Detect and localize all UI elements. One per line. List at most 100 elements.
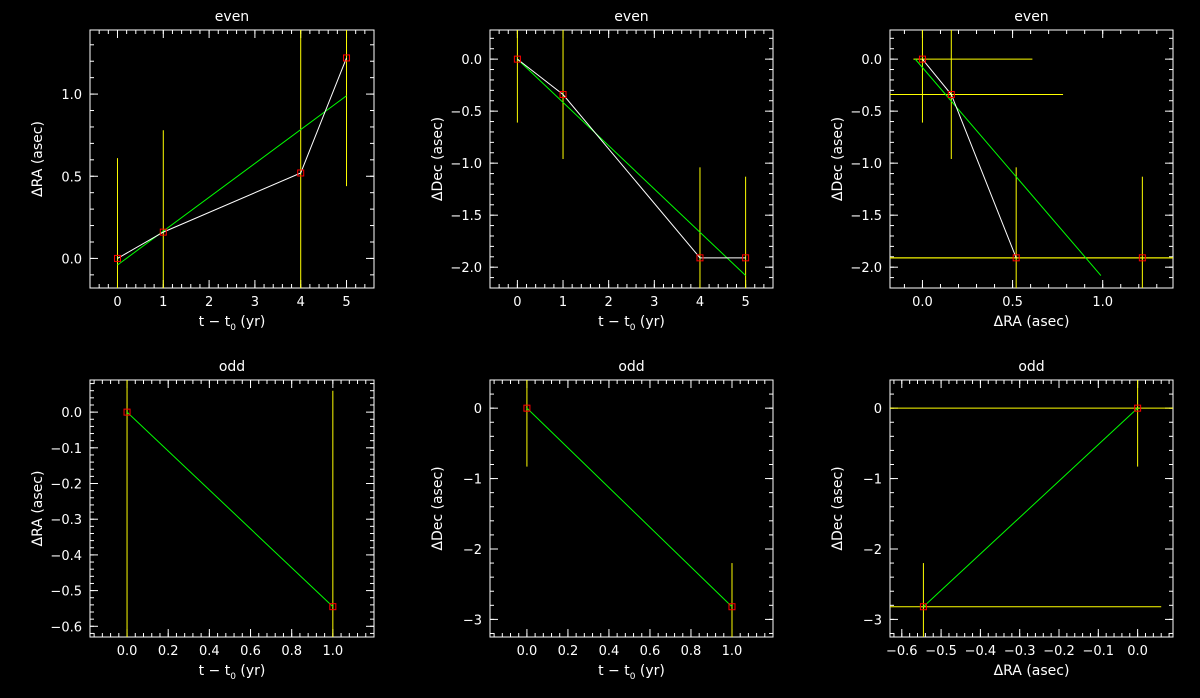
- y-tick-label: −0.2: [50, 478, 82, 493]
- x-tick-label: −0.1: [1083, 644, 1115, 659]
- y-tick-label: 0.0: [461, 53, 482, 68]
- data-point-marker: [1138, 254, 1146, 262]
- y-tick-label: −0.1: [50, 442, 82, 457]
- x-tick-label: 2: [605, 295, 613, 310]
- x-axis-label-subscript: 0: [630, 323, 636, 333]
- x-tick-label: 0.2: [158, 644, 179, 659]
- x-tick-label: 3: [251, 295, 259, 310]
- x-axis-label-main: ΔRA (asec): [994, 663, 1070, 679]
- data-point-marker: [297, 169, 305, 177]
- data-point-marker: [947, 91, 955, 98]
- x-axis-label: t − t0 (yr): [199, 314, 266, 333]
- x-tick-label: 1.0: [1092, 295, 1113, 310]
- data-point-marker: [523, 404, 531, 412]
- y-axis-label: ΔDec (asec): [830, 466, 846, 550]
- y-tick-label: −1.5: [850, 209, 882, 224]
- y-tick-label: −2: [863, 543, 882, 558]
- y-tick-label: 1.0: [61, 88, 82, 103]
- fit-line: [126, 411, 334, 608]
- fit-line: [914, 58, 1102, 276]
- observed-line: [922, 58, 1017, 259]
- data-point-marker: [728, 603, 736, 611]
- y-tick-label: −0.6: [50, 620, 82, 635]
- x-axis-label: t − t0 (yr): [598, 314, 665, 333]
- x-tick-label: −0.5: [925, 644, 957, 659]
- data-point-marker: [559, 91, 567, 98]
- x-tick-label: 4: [297, 295, 305, 310]
- data-point-marker: [696, 254, 704, 262]
- axes-frame: [889, 29, 1174, 289]
- y-tick-label: −2.0: [450, 261, 482, 276]
- y-tick-label: −0.5: [50, 585, 82, 600]
- data-point-marker: [1134, 404, 1142, 412]
- plot-area: [890, 30, 1173, 288]
- panel-title: even: [215, 9, 249, 25]
- x-tick-label: 1: [159, 295, 167, 310]
- x-axis-label-main: ΔRA (asec): [994, 314, 1070, 330]
- x-axis-label-unit: (yr): [635, 314, 664, 330]
- fit-line: [923, 407, 1138, 608]
- panel-title: even: [1014, 9, 1048, 25]
- x-axis-label-subscript: 0: [630, 672, 636, 682]
- x-tick-label: 0.6: [240, 644, 261, 659]
- y-tick-label: 0.0: [861, 53, 882, 68]
- x-tick-label: 0.4: [599, 644, 620, 659]
- x-tick-label: 1: [559, 295, 567, 310]
- x-tick-label: 0.8: [281, 644, 302, 659]
- x-tick-label: 0.0: [117, 644, 138, 659]
- x-tick-label: 0.0: [1127, 644, 1148, 659]
- y-tick-label: −1: [463, 473, 482, 488]
- data-point-marker: [513, 55, 521, 63]
- x-tick-label: 0.5: [1002, 295, 1023, 310]
- x-tick-label: −0.2: [1043, 644, 1075, 659]
- x-tick-label: 5: [741, 295, 749, 310]
- data-point-marker: [918, 55, 926, 63]
- x-tick-label: 0: [513, 295, 521, 310]
- panel-title: odd: [618, 359, 644, 375]
- data-point-marker: [919, 603, 927, 611]
- y-tick-label: −0.3: [50, 513, 82, 528]
- y-tick-label: −3: [863, 613, 882, 628]
- panel-4: 0.0 0.2 0.4 0.6 0.8 1.0 0.0 −0.1 −0.2 −0.3 −0.4 −0.…: [30, 359, 375, 682]
- panel-title: odd: [219, 359, 245, 375]
- y-axis-label: ΔDec (asec): [830, 117, 846, 201]
- y-tick-label: 0.0: [61, 252, 82, 267]
- fit-line: [526, 407, 733, 608]
- plot-area: [113, 30, 351, 288]
- data-point-marker: [113, 254, 121, 262]
- x-axis-label-main: t − t: [199, 663, 231, 679]
- x-axis-label-main: t − t: [598, 663, 630, 679]
- plot-area: [513, 30, 750, 288]
- data-point-marker: [742, 254, 750, 262]
- x-tick-label: 3: [650, 295, 658, 310]
- axes-frame: [89, 379, 375, 638]
- x-axis-label-main: t − t: [199, 314, 231, 330]
- axes-frame: [489, 29, 774, 289]
- axes-frame: [889, 379, 1174, 638]
- y-tick-label: 0.5: [61, 170, 82, 185]
- axes-frame: [89, 29, 375, 289]
- observed-line: [117, 57, 347, 259]
- x-tick-label: −0.3: [1004, 644, 1036, 659]
- x-axis-label-subscript: 0: [230, 672, 236, 682]
- x-tick-label: 1.0: [722, 644, 743, 659]
- plot-area: [890, 380, 1173, 637]
- x-tick-label: 0.4: [199, 644, 220, 659]
- data-point-marker: [1012, 254, 1020, 262]
- x-tick-label: 0.0: [912, 295, 933, 310]
- y-axis-label: ΔDec (asec): [430, 466, 446, 550]
- y-tick-label: 0: [474, 402, 482, 417]
- axes-frame: [489, 379, 774, 638]
- x-tick-label: 0.8: [681, 644, 702, 659]
- x-axis-label: t − t0 (yr): [199, 663, 266, 682]
- data-point-marker: [159, 228, 167, 236]
- x-axis-label-unit: (yr): [635, 663, 664, 679]
- y-tick-label: −1: [863, 473, 882, 488]
- x-tick-label: 2: [205, 295, 213, 310]
- x-axis-label: t − t0 (yr): [598, 663, 665, 682]
- x-tick-label: 4: [696, 295, 704, 310]
- fit-line: [517, 58, 746, 276]
- x-tick-label: 0.2: [558, 644, 579, 659]
- data-point-marker: [123, 408, 131, 416]
